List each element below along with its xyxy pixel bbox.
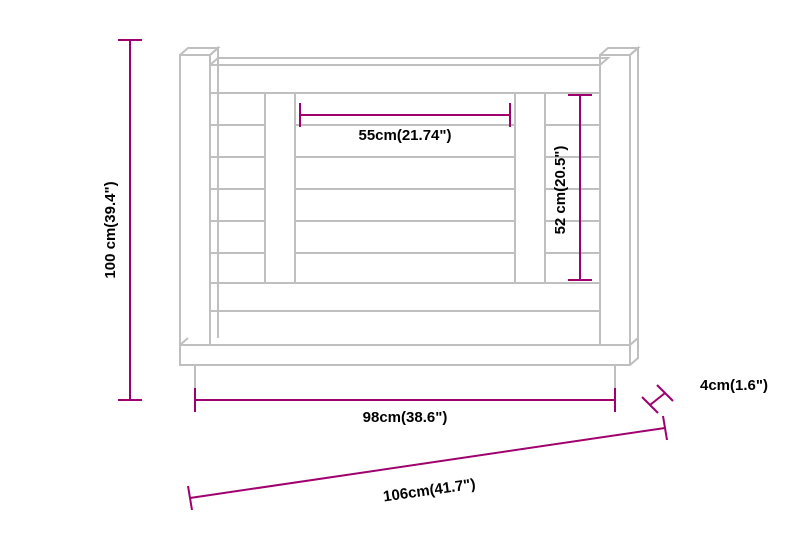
label-leg-span: 98cm(38.6") [363,409,448,426]
label-inner-width: 55cm(21.74") [358,127,451,144]
dim-inner-width [300,103,510,127]
dimension-lines [118,40,673,510]
label-depth: 4cm(1.6") [700,377,768,394]
dim-depth [642,385,673,413]
dimension-labels: 100 cm(39.4") 55cm(21.74") 52 cm(20.5") … [102,127,768,505]
label-panel-height: 52 cm(20.5") [552,146,569,235]
diagram-canvas: 100 cm(39.4") 55cm(21.74") 52 cm(20.5") … [0,0,800,533]
dim-height [118,40,142,400]
label-height: 100 cm(39.4") [102,181,119,278]
product-outline [180,48,638,400]
label-total-width: 106cm(41.7") [382,476,476,506]
